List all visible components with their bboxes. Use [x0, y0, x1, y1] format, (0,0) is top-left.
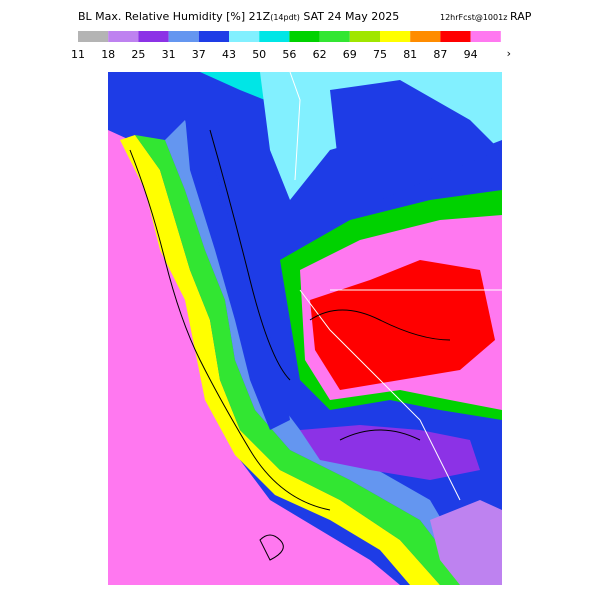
colorbar-label: 50	[252, 48, 266, 61]
colorbar-swatch	[198, 31, 229, 42]
title: BL Max. Relative Humidity [%] 21Z(14pdt)…	[78, 10, 399, 23]
colorbar-swatch	[229, 31, 260, 42]
field-purple	[300, 425, 480, 480]
colorbar: 11 18 25 31 37 43 50 56 62 69 75 81 87 94 ›	[71, 31, 511, 61]
colorbar-swatch	[440, 31, 471, 42]
field-coast-green	[135, 135, 470, 585]
colorbar-swatch	[108, 31, 139, 42]
field-sierra	[185, 110, 290, 430]
colorbar-swatch	[259, 31, 290, 42]
colorbar-swatch	[410, 31, 441, 42]
colorbar-label: 18	[101, 48, 115, 61]
colorbar-swatch	[470, 31, 501, 42]
colorbar-label: 56	[282, 48, 296, 61]
field-cyan	[108, 72, 300, 110]
colorbar-swatch	[168, 31, 199, 42]
colorbar-swatch	[289, 31, 320, 42]
colorbar-label: 75	[373, 48, 387, 61]
title-local: (14pdt)	[270, 13, 300, 22]
forecast: 12hrFcst@1001z	[440, 13, 507, 22]
field-red	[310, 260, 495, 390]
colorbar-label: 94	[464, 48, 478, 61]
colorbar-label: 31	[162, 48, 176, 61]
field-coast-yellow	[120, 135, 440, 585]
field-blue	[330, 80, 500, 200]
colorbar-swatch	[349, 31, 380, 42]
colorbar-label: 62	[313, 48, 327, 61]
field-coast-pink	[108, 130, 400, 585]
colorbar-label: 25	[131, 48, 145, 61]
colorbar-label: 81	[403, 48, 417, 61]
state-borders	[289, 71, 502, 501]
colorbar-label: 69	[343, 48, 357, 61]
model: RAP	[510, 10, 532, 23]
colorbar-swatch	[380, 31, 411, 42]
colorbar-swatch	[138, 31, 169, 42]
colorbar-swatch	[78, 31, 109, 42]
contours	[129, 129, 451, 561]
title-date: SAT 24 May 2025	[303, 10, 399, 23]
colorbar-label: 87	[433, 48, 447, 61]
field-lightpurple	[430, 500, 502, 585]
colorbar-swatch	[319, 31, 350, 42]
colorbar-label: 37	[192, 48, 206, 61]
colorbar-label: 43	[222, 48, 236, 61]
map	[108, 71, 502, 585]
title-main: BL Max. Relative Humidity [%] 21Z	[78, 10, 271, 23]
field-offshore	[108, 250, 125, 330]
colorbar-overflow: ›	[507, 47, 511, 60]
colorbar-label: 11	[71, 48, 85, 61]
